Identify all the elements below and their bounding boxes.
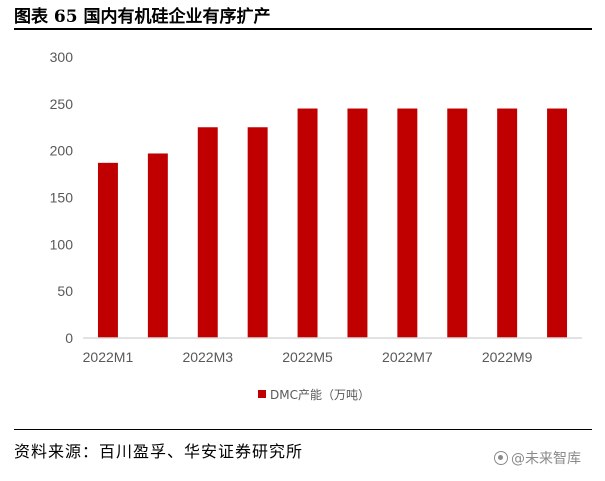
chart-title: 图表 65 国内有机硅企业有序扩产 [14,7,271,27]
y-tick-label: 250 [50,96,74,112]
x-tick-label: 2022M5 [282,349,333,365]
bar [247,127,268,338]
y-tick-label: 50 [57,283,73,299]
watermark-logo-icon [494,451,508,465]
bar [147,153,168,338]
watermark: @未来智库 [494,448,581,468]
bar [447,108,468,339]
x-axis: 2022M1 2022M3 2022M5 2022M7 2022M9 [83,349,533,365]
x-tick-label: 2022M3 [182,349,233,365]
bar [297,108,318,339]
legend: DMC产能（万吨） [258,388,370,402]
y-tick-label: 200 [50,143,74,159]
source-note: 资料来源：百川盈孚、华安证券研究所 [14,442,304,461]
title-rule [14,28,592,30]
bars [97,108,568,339]
source-rule [14,429,592,430]
bar [547,108,568,339]
x-tick-label: 2022M1 [83,349,134,365]
y-tick-label: 0 [65,330,73,346]
bar [97,162,118,338]
y-tick-label: 300 [50,49,74,65]
y-tick-label: 100 [50,236,74,252]
bar [497,108,518,339]
bar [197,127,218,338]
watermark-text: @未来智库 [511,451,581,467]
y-axis: 0 50 100 150 200 250 300 [50,49,74,346]
y-tick-label: 150 [50,190,74,206]
legend-swatch [258,390,266,398]
x-tick-label: 2022M7 [382,349,433,365]
x-tick-label: 2022M9 [482,349,533,365]
legend-label: DMC产能（万吨） [270,388,370,402]
bar [347,108,368,339]
bar [397,108,418,339]
